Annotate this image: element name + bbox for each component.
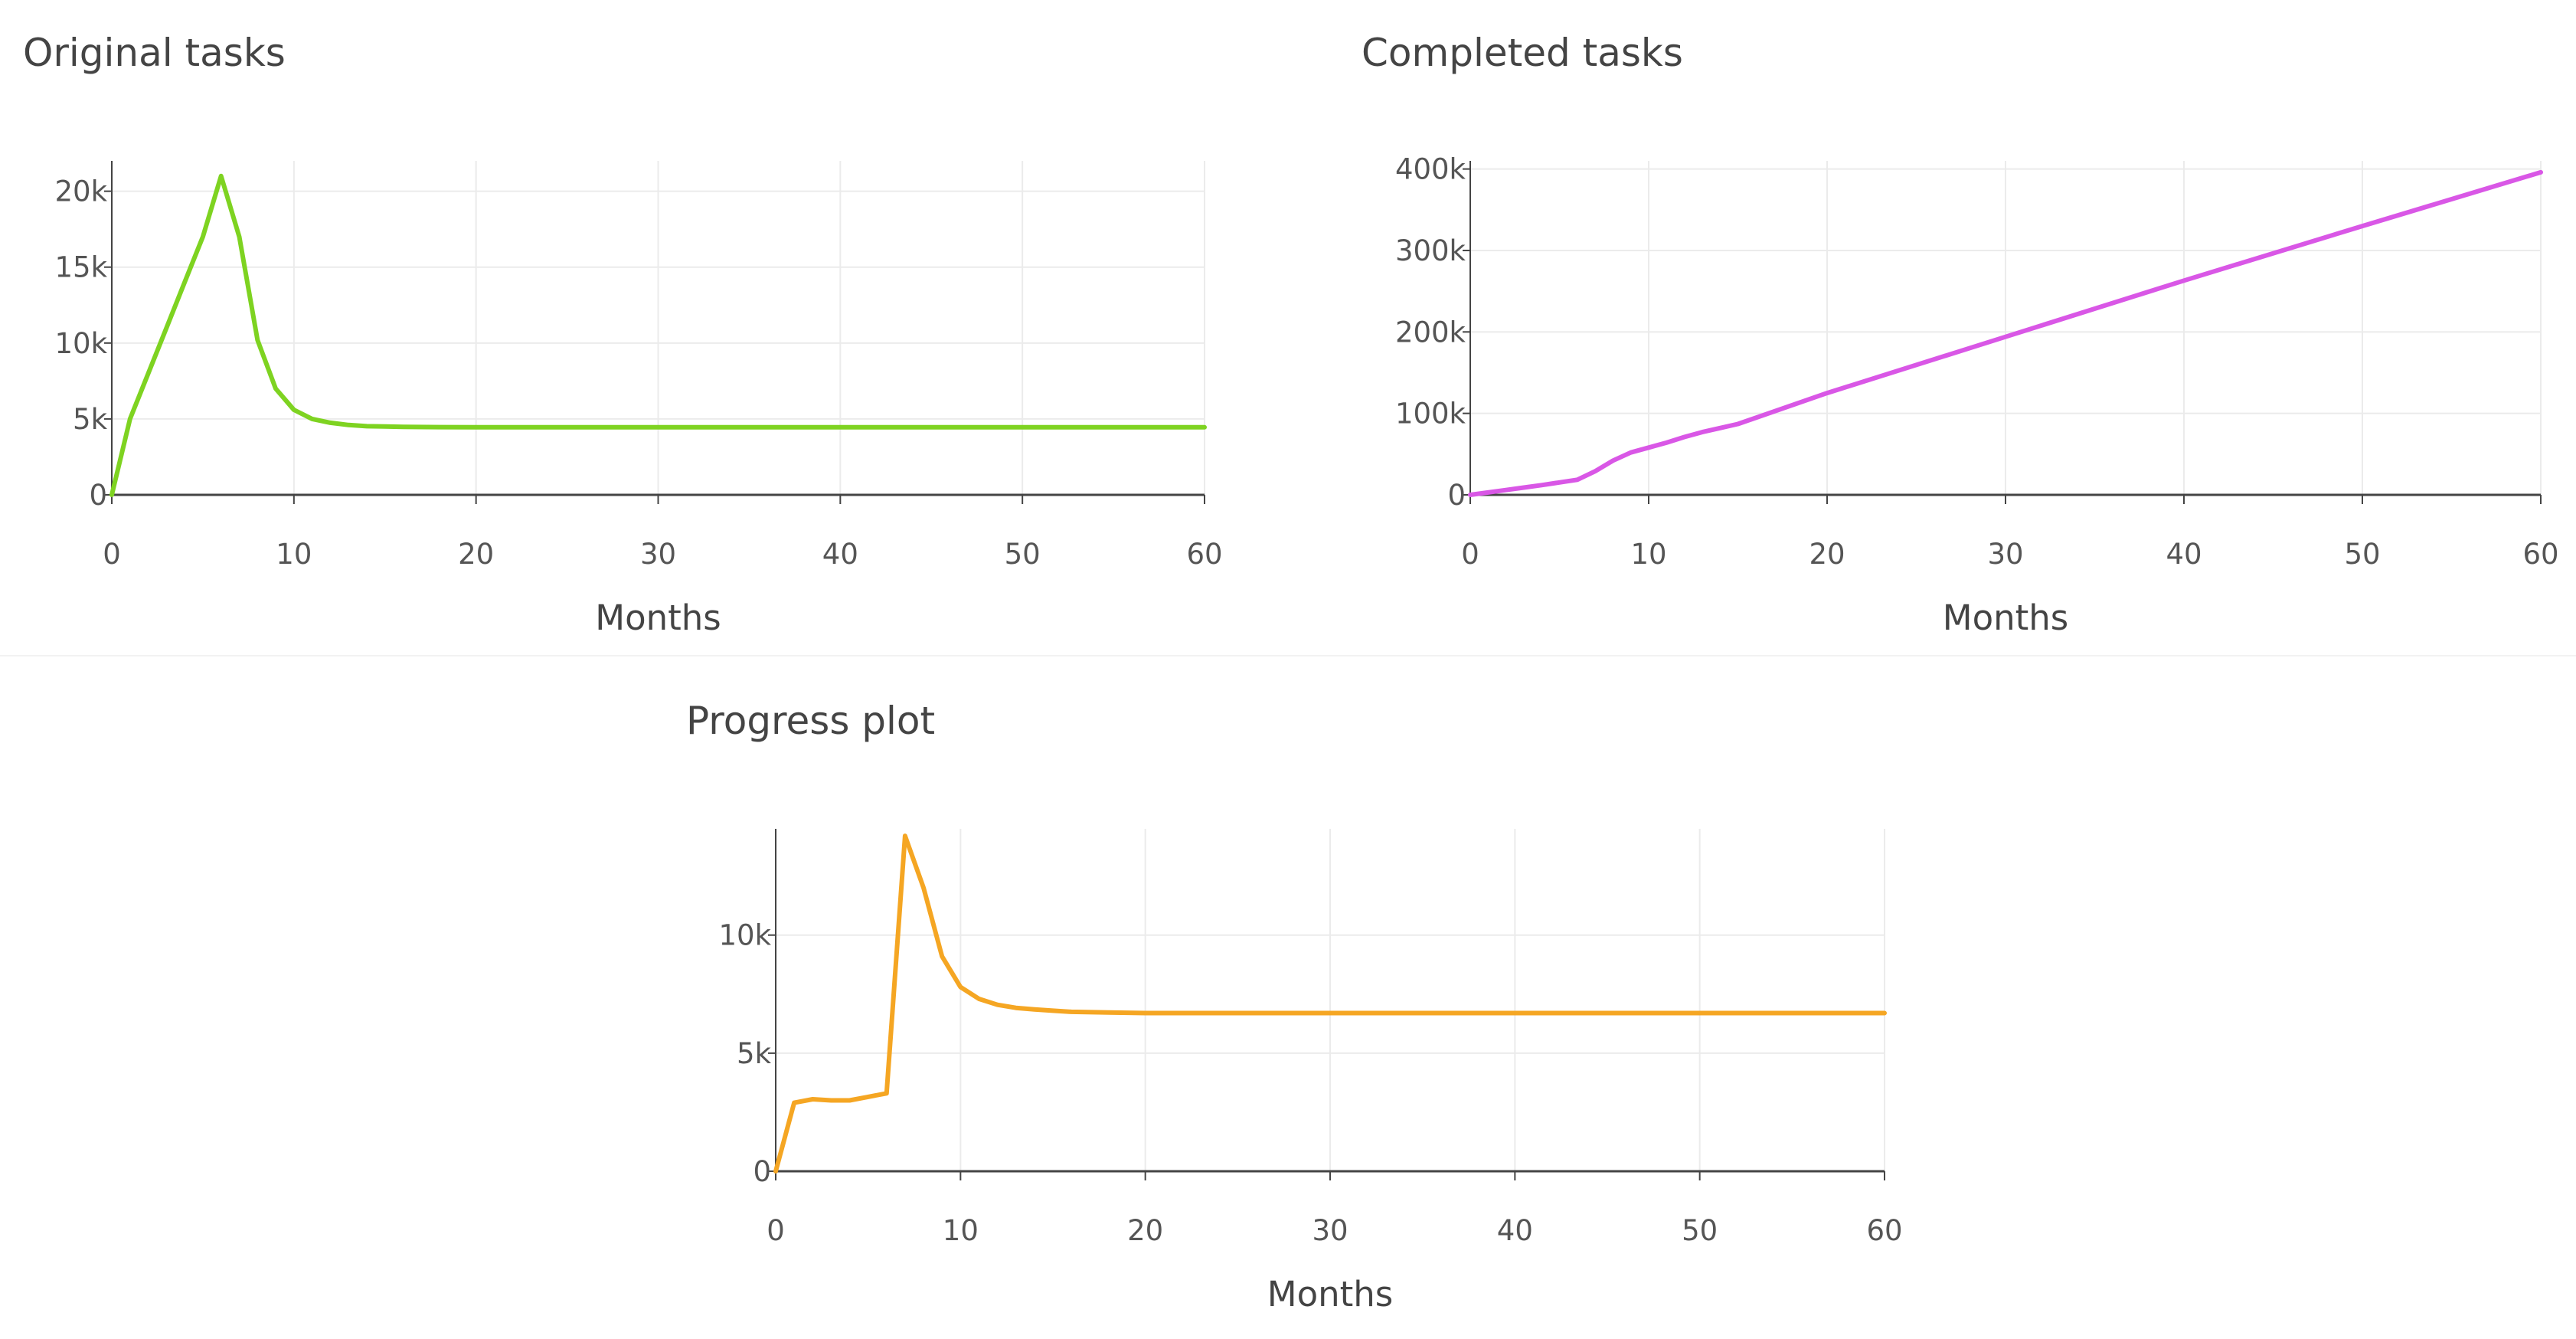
x-tick-label: 50 xyxy=(2344,538,2380,571)
x-tick-label: 0 xyxy=(1461,538,1479,571)
chart-title: Original tasks xyxy=(23,31,286,75)
series-line xyxy=(110,173,1207,497)
x-tick-label: 20 xyxy=(458,538,494,571)
x-tick-label: 30 xyxy=(1987,538,2023,571)
x-tick-label: 20 xyxy=(1127,1214,1163,1247)
y-tick-label: 0 xyxy=(89,479,107,512)
x-axis-label: Months xyxy=(1267,1274,1394,1314)
y-tick-label: 0 xyxy=(753,1155,771,1188)
y-tick-label: 5k xyxy=(73,403,108,436)
chart-panel-completed-tasks: Completed tasks 0 10 20 30 40 50 60 0 100k 200k 30… xyxy=(1332,0,2576,655)
line-chart-original-tasks: 0 10 20 30 40 50 60 0 5k 10k 15k 20k Months xyxy=(54,161,1223,638)
x-tick-label: 20 xyxy=(1809,538,1845,571)
x-tick-label: 40 xyxy=(2166,538,2202,571)
x-tick-label: 10 xyxy=(943,1214,979,1247)
x-tick-label: 60 xyxy=(1866,1214,1902,1247)
y-tick-label: 200k xyxy=(1395,316,1466,349)
y-tick-label: 5k xyxy=(737,1037,772,1070)
x-tick-label: 40 xyxy=(822,538,858,571)
x-axis-label: Months xyxy=(595,597,721,638)
chart-panel-original-tasks: Original tasks 0 10 20 30 40 50 60 0 5k 10k 15k 20k… xyxy=(0,0,1286,655)
x-tick-label: 40 xyxy=(1497,1214,1533,1247)
y-tick-label: 20k xyxy=(54,175,107,208)
x-tick-label: 0 xyxy=(767,1214,785,1247)
y-tick-label: 10k xyxy=(718,919,771,952)
chart-title: Completed tasks xyxy=(1362,31,1683,75)
x-tick-label: 10 xyxy=(1630,538,1666,571)
y-tick-label: 10k xyxy=(54,327,107,360)
y-tick-label: 15k xyxy=(54,251,107,284)
series-line xyxy=(1468,169,2543,497)
x-tick-label: 60 xyxy=(2522,538,2558,571)
series-line xyxy=(773,833,1887,1174)
x-tick-label: 0 xyxy=(103,538,121,571)
x-tick-label: 50 xyxy=(1005,538,1041,571)
y-tick-label: 300k xyxy=(1395,234,1466,267)
line-chart-progress-plot: 0 10 20 30 40 50 60 0 5k 10k Months xyxy=(718,829,1903,1314)
x-tick-label: 60 xyxy=(1186,538,1222,571)
y-tick-label: 100k xyxy=(1395,398,1466,431)
chart-panel-progress-plot: Progress plot 0 10 20 30 40 50 60 0 5k 10k Months xyxy=(659,668,1939,1328)
chart-title: Progress plot xyxy=(686,699,936,743)
y-tick-label: 0 xyxy=(1447,479,1466,512)
x-tick-label: 50 xyxy=(1682,1214,1718,1247)
x-tick-label: 30 xyxy=(640,538,676,571)
y-tick-label: 400k xyxy=(1395,153,1466,186)
line-chart-completed-tasks: 0 10 20 30 40 50 60 0 100k 200k 300k 400k Months xyxy=(1395,153,2559,638)
x-tick-label: 30 xyxy=(1312,1214,1348,1247)
x-tick-label: 10 xyxy=(276,538,312,571)
x-axis-label: Months xyxy=(1943,597,2069,638)
horizontal-divider xyxy=(0,655,2576,656)
